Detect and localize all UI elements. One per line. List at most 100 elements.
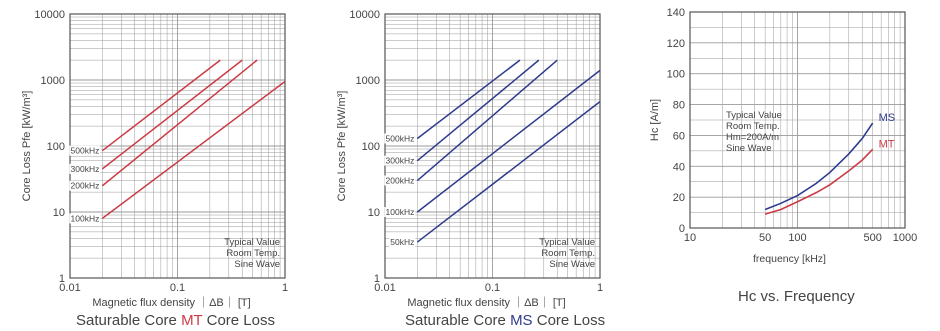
series-label: 100kHz [71, 213, 100, 223]
y-tick-label: 1 [374, 273, 380, 285]
series-label: 300kHz [386, 156, 415, 166]
hc-chart-title: Hc vs. Frequency [738, 288, 855, 305]
series-group: 500kHz 300kHz 200kHz 100kHz 50kHz [384, 59, 601, 248]
title-prefix: Saturable Core [405, 312, 511, 329]
label-backing [384, 207, 416, 217]
y-axis-label: Hc [A/m] [649, 99, 661, 141]
label-backing [69, 180, 101, 191]
series-group: 500kHz 300kHz 200kHz 100kHz [69, 59, 286, 224]
series-line-100kHz [101, 80, 286, 219]
y-tick-label: 1000 [356, 75, 380, 87]
series-label: 200kHz [386, 176, 415, 186]
label-backing [389, 237, 416, 248]
series-line-300kHz [416, 59, 540, 162]
note-text: Typical Value [224, 237, 280, 248]
note-text: Typical Value [539, 237, 595, 248]
note-text: Sine Wave [726, 143, 772, 154]
x-tick-label: 0.1 [485, 282, 500, 294]
x-tick-label: 1 [282, 282, 288, 294]
x-tick-label: 10 [684, 232, 696, 244]
series-line-500kHz [416, 59, 521, 140]
x-tick-label: 0.01 [59, 282, 80, 294]
series-label: MT [879, 138, 895, 150]
plot-frame [689, 11, 906, 229]
y-tick-label: 120 [667, 38, 685, 50]
y-tick-label: 10000 [34, 9, 65, 21]
series-label: 300kHz [71, 164, 100, 174]
plot-frame [384, 13, 601, 279]
y-tick-label: 20 [673, 192, 685, 204]
series-line-50kHz [416, 101, 601, 243]
title-suffix: Core Loss [202, 312, 275, 329]
y-tick-label: 1000 [41, 75, 65, 87]
mt-core-loss-panel: 0.01 0.1 1 1 10 100 1000 10000 Magnetic flux den… [0, 0, 315, 331]
ms-chart-title: Saturable Core MS Core Loss [405, 312, 605, 329]
y-tick-label: 80 [673, 100, 685, 112]
hc-frequency-panel: 10 50 100 500 1000 0 20 40 60 80 100 120 140 frequenc… [640, 0, 940, 331]
note-text: Room Temp. [226, 248, 280, 259]
y-tick-label: 140 [667, 7, 685, 19]
title-prefix: Saturable Core [76, 312, 182, 329]
mt-core-loss-chart: 0.01 0.1 1 1 10 100 1000 10000 Magnetic flux den… [21, 9, 288, 309]
hc-frequency-chart: 10 50 100 500 1000 0 20 40 60 80 100 120 140 frequenc… [649, 7, 917, 265]
x-tick-label: 500 [863, 232, 881, 244]
ms-core-loss-chart: 0.01 0.1 1 1 10 100 1000 10000 Magnetic flux den… [336, 9, 603, 309]
series-label: 500kHz [71, 146, 100, 156]
y-tick-label: 100 [47, 141, 65, 153]
x-axis-label: Magnetic flux density ｜ΔB｜ [T] [92, 296, 250, 309]
title-core-type: MS [510, 312, 533, 329]
x-tick-label: 100 [788, 232, 806, 244]
label-backing [384, 155, 416, 166]
x-tick-label: 50 [759, 232, 771, 244]
series-label: MS [879, 112, 896, 124]
label-backing [384, 175, 416, 186]
label-backing [69, 213, 101, 224]
note-text: Room Temp. [726, 121, 780, 132]
note-text: Sine Wave [234, 259, 280, 270]
series-line-200kHz [101, 59, 258, 187]
y-tick-label: 1 [59, 273, 65, 285]
note-text: Typical Value [726, 110, 782, 121]
grid [69, 14, 285, 279]
label-backing [69, 163, 101, 174]
series-line-100kHz [416, 69, 601, 213]
x-tick-label: 0.1 [170, 282, 185, 294]
title-core-type: MT [181, 312, 203, 329]
x-axis-label: Magnetic flux density ｜ΔB｜ [T] [407, 296, 565, 309]
y-tick-label: 100 [362, 141, 380, 153]
y-axis-label: Core Loss Pfe [kW/m³] [21, 91, 33, 202]
series-group: MS MT [764, 112, 896, 215]
label-backing [69, 145, 101, 156]
y-tick-label: 10000 [349, 9, 380, 21]
x-tick-label: 1 [597, 282, 603, 294]
x-tick-label: 0.01 [374, 282, 395, 294]
note-text: Sine Wave [549, 259, 595, 270]
grid [384, 14, 600, 279]
y-tick-label: 60 [673, 130, 685, 142]
series-line-MS [764, 122, 874, 211]
series-line-500kHz [101, 59, 221, 152]
note-text: Room Temp. [541, 248, 595, 259]
y-tick-label: 40 [673, 161, 685, 173]
series-label: 50kHz [390, 237, 414, 247]
series-line-300kHz [101, 59, 243, 170]
series-line-MT [764, 148, 874, 215]
series-line-200kHz [416, 59, 558, 182]
series-label: 200kHz [71, 181, 100, 191]
y-tick-label: 10 [368, 207, 380, 219]
y-axis-label: Core Loss Pfe [kW/m³] [336, 91, 348, 202]
series-label: 500kHz [386, 133, 415, 143]
y-tick-label: 10 [53, 207, 65, 219]
x-tick-label: 1000 [893, 232, 917, 244]
note-text: Hm=200A/m [726, 132, 779, 143]
series-label: 100kHz [386, 207, 415, 217]
y-tick-label: 0 [679, 223, 685, 235]
x-axis-label: frequency [kHz] [753, 253, 826, 265]
mt-chart-title: Saturable Core MT Core Loss [76, 312, 275, 329]
ms-core-loss-panel: 0.01 0.1 1 1 10 100 1000 10000 Magnetic flux den… [315, 0, 635, 331]
title-suffix: Core Loss [532, 312, 606, 329]
label-backing [384, 133, 416, 144]
